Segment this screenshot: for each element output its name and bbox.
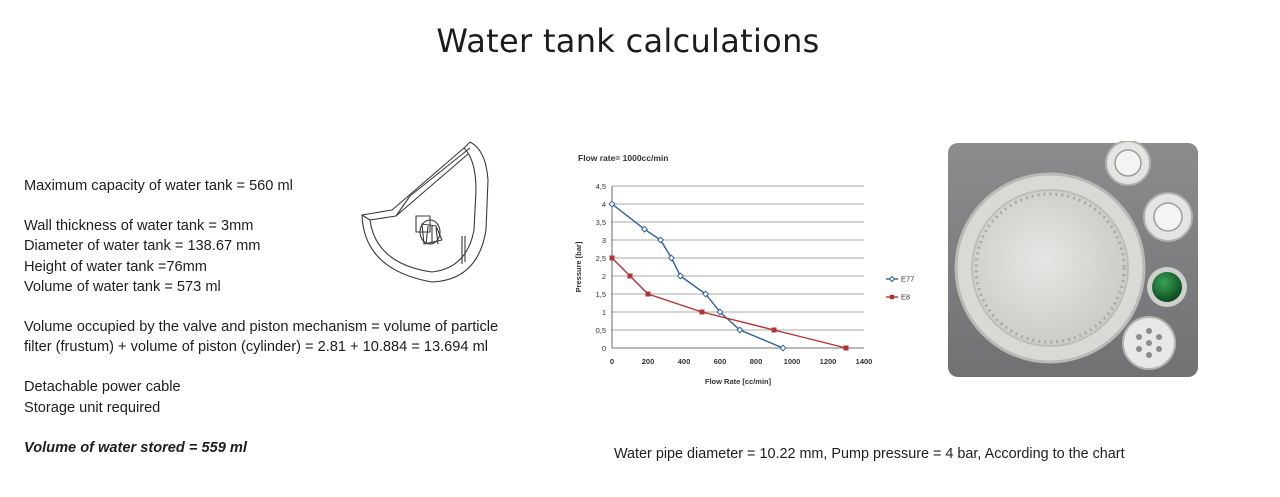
data-point: [608, 200, 616, 208]
chart-gridlines: [612, 185, 864, 331]
max-capacity-text: Maximum capacity of water tank = 560 ml: [24, 178, 293, 194]
data-point: [736, 326, 744, 334]
x-tick-label: 800: [750, 357, 763, 366]
product-photo: [948, 141, 1198, 377]
data-point: [702, 290, 710, 298]
data-point: [609, 255, 615, 261]
nozzle-cap-icon: [1122, 316, 1176, 370]
data-point: [640, 225, 648, 233]
chart-x-label: Flow Rate [cc/min]: [705, 377, 772, 386]
x-tick-label: 0: [610, 357, 614, 366]
data-point: [645, 291, 651, 297]
y-tick-label: 3,5: [596, 218, 606, 227]
x-tick-label: 1200: [820, 357, 837, 366]
legend-marker: [889, 294, 895, 300]
water-tank-drawing: [361, 141, 489, 283]
volume-text: Volume of water tank = 573 ml: [24, 278, 221, 295]
legend-label: E8: [901, 293, 910, 302]
y-tick-label: 3: [602, 236, 606, 245]
y-tick-label: 4,5: [596, 182, 606, 191]
page-title: Water tank calculations: [436, 22, 820, 60]
chart-title: Flow rate= 1000cc/min: [578, 153, 668, 163]
spacer: [24, 196, 584, 216]
spacer: [24, 297, 584, 317]
chart-x-ticks: 0 200 400 600 800 1000 1200 1400: [610, 357, 872, 366]
data-point: [657, 236, 665, 244]
data-point: [779, 344, 787, 352]
x-tick-label: 1400: [856, 357, 873, 366]
chart-series: [608, 200, 849, 352]
pressure-flow-chart: Flow rate= 1000cc/min 0 0,5 1 1,5 2 2,5 3 3,5 4 4…: [574, 153, 914, 386]
x-tick-label: 400: [678, 357, 691, 366]
chart-legend: E77 E8: [886, 275, 914, 302]
cap-icon: [1143, 192, 1193, 242]
legend-label: E77: [901, 275, 914, 284]
data-point: [627, 273, 633, 279]
legend-marker: [888, 275, 896, 283]
storage-unit-text: Storage unit required: [24, 399, 161, 416]
height-text: Height of water tank =76mm: [24, 258, 207, 275]
x-tick-label: 200: [642, 357, 655, 366]
x-tick-label: 600: [714, 357, 727, 366]
specs-block: Maximum capacity of water tank = 560 ml …: [24, 176, 584, 458]
mechanism-text-line1: Volume occupied by the valve and piston …: [24, 319, 499, 336]
data-point: [676, 272, 684, 280]
y-tick-label: 1: [602, 308, 606, 317]
data-point: [716, 308, 724, 316]
data-point: [843, 345, 849, 351]
mechanism-text-line2: filter (frustum) + volume of piston (cyl…: [24, 339, 488, 356]
chart-y-label: Pressure [bar]: [574, 241, 583, 292]
spacer: [24, 357, 584, 377]
diameter-text: Diameter of water tank = 138.67 mm: [24, 238, 261, 255]
y-tick-label: 1,5: [596, 290, 606, 299]
data-point: [699, 309, 705, 315]
power-cable-text: Detachable power cable: [24, 379, 181, 396]
data-point: [771, 327, 777, 333]
green-button-icon: [1147, 267, 1187, 307]
y-tick-label: 2: [602, 272, 606, 281]
y-tick-label: 0,5: [596, 326, 606, 335]
x-tick-label: 1000: [784, 357, 801, 366]
y-tick-label: 4: [602, 200, 606, 209]
y-tick-label: 0: [602, 344, 606, 353]
water-stored-text: Volume of water stored = 559 ml: [24, 439, 247, 456]
chart-y-ticks: 0 0,5 1 1,5 2 2,5 3 3,5 4 4,5: [596, 182, 606, 353]
caption-text: Water pipe diameter = 10.22 mm, Pump pre…: [614, 446, 1125, 462]
y-tick-label: 2,5: [596, 254, 606, 263]
series-line-e8: [611, 257, 847, 349]
data-point: [667, 254, 675, 262]
wall-thickness-text: Wall thickness of water tank = 3mm: [24, 218, 254, 235]
spacer: [24, 418, 584, 438]
cap-icon: [1105, 141, 1151, 186]
